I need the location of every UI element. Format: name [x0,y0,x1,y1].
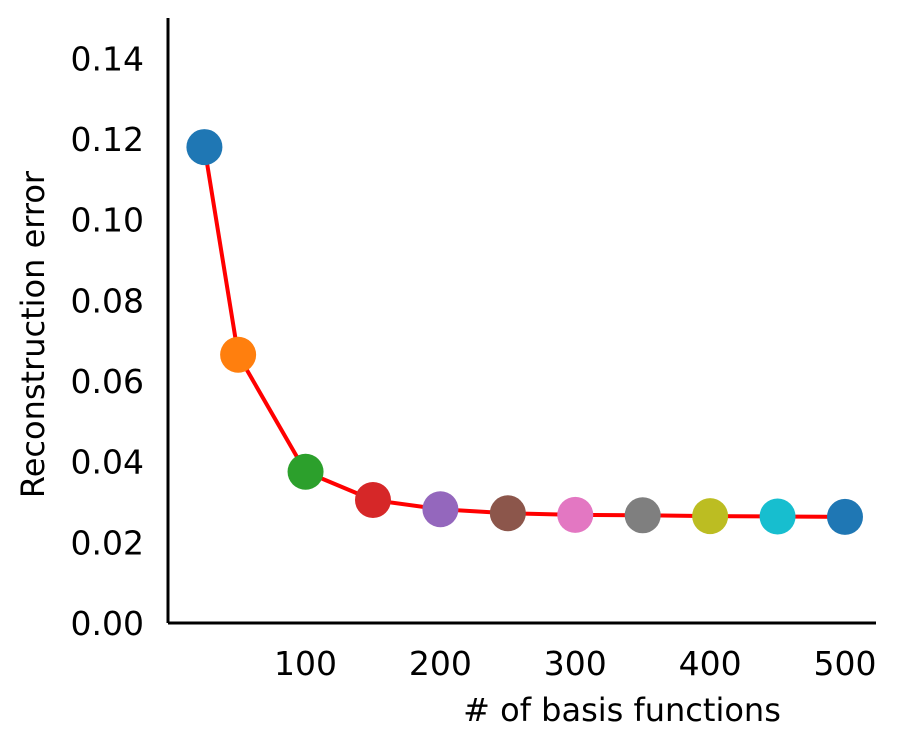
y-tick-label: 0.14 [71,39,144,78]
x-axis-title: # of basis functions [463,691,781,729]
y-tick-labels: 0.00 0.02 0.04 0.06 0.08 0.10 0.12 0.14 [71,39,144,643]
data-point [557,496,594,533]
plot-area [186,129,863,535]
data-point [759,498,796,535]
x-tick-label: 100 [274,644,337,683]
y-tick-label: 0.02 [71,523,144,562]
data-point [624,497,661,534]
data-point [287,453,324,490]
x-tick-label: 500 [813,644,876,683]
y-tick-label: 0.04 [71,443,144,482]
x-tick-label: 200 [409,644,472,683]
x-tick-label: 400 [679,644,742,683]
y-axis-title: Reconstruction error [14,170,52,498]
y-tick-label: 0.12 [71,120,144,159]
data-point [186,129,223,166]
y-tick-label: 0.10 [71,201,144,240]
data-markers [186,129,863,535]
x-axis: 100 200 300 400 500 [168,621,876,683]
x-tick-label: 300 [544,644,607,683]
x-tick-labels: 100 200 300 400 500 [274,644,876,683]
data-point [489,495,526,532]
data-point [220,336,257,373]
data-point [354,481,391,518]
data-point [826,498,863,535]
data-point [422,491,459,528]
y-tick-label: 0.08 [71,281,144,320]
y-tick-label: 0.06 [71,362,144,401]
y-axis: 0.00 0.02 0.04 0.06 0.08 0.10 0.12 0.14 [71,18,170,643]
data-point [692,498,729,535]
y-tick-label: 0.00 [71,604,144,643]
